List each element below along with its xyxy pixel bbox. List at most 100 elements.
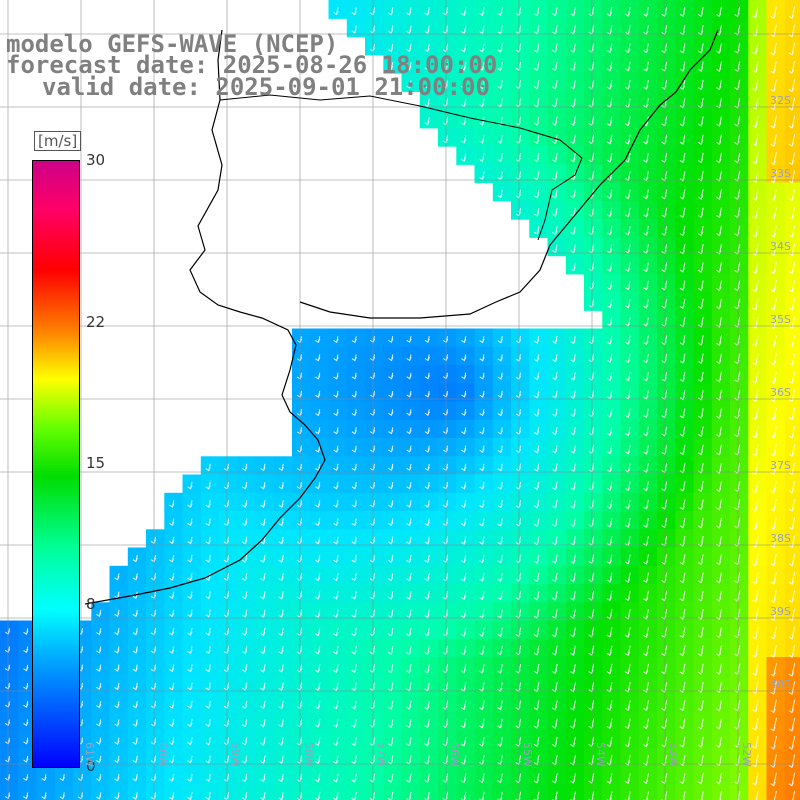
wind-arrow — [23, 737, 29, 745]
wind-arrow — [752, 736, 759, 750]
wind-speed-cell — [784, 456, 800, 476]
wind-speed-cell — [784, 675, 800, 695]
wind-arrow — [242, 591, 248, 600]
wind-arrow — [770, 644, 777, 658]
wind-arrow — [314, 591, 321, 600]
wind-arrow — [333, 354, 339, 362]
wind-arrow — [169, 627, 175, 636]
wind-arrow — [606, 61, 613, 72]
wind-arrow — [333, 409, 339, 417]
wind-speed-cell — [784, 310, 800, 330]
wind-arrow — [278, 664, 284, 673]
wind-arrow — [770, 225, 777, 238]
wind-arrow — [460, 80, 467, 89]
wind-arrow — [570, 572, 576, 583]
wind-arrow — [424, 627, 430, 637]
wind-arrow — [770, 79, 777, 93]
wind-arrow — [716, 98, 722, 109]
wind-arrow — [570, 116, 576, 127]
wind-arrow — [406, 390, 412, 398]
wind-arrow — [333, 773, 339, 783]
wind-arrow — [716, 335, 722, 346]
wind-arrow — [59, 792, 65, 800]
wind-arrow — [460, 43, 467, 53]
wind-arrow — [205, 627, 211, 636]
wind-arrow — [606, 426, 613, 436]
wind-arrow — [497, 481, 503, 490]
wind-arrow — [606, 408, 613, 418]
wind-arrow — [552, 372, 558, 381]
wind-arrow — [606, 280, 613, 291]
wind-arrow — [169, 518, 175, 527]
wind-arrow — [716, 43, 722, 54]
wind-arrow — [315, 573, 321, 582]
wind-arrow — [479, 153, 485, 162]
wind-arrow — [242, 554, 248, 563]
wind-arrow — [624, 536, 631, 547]
wind-arrow — [643, 590, 649, 602]
wind-arrow — [679, 408, 686, 419]
wind-arrow — [406, 445, 412, 453]
wind-arrow — [132, 646, 138, 654]
wind-arrow — [606, 718, 613, 730]
wind-speed-cell — [784, 36, 800, 56]
wind-arrow — [169, 737, 175, 746]
wind-arrow — [314, 645, 321, 655]
wind-arrow — [679, 225, 686, 237]
wind-arrow — [479, 645, 485, 656]
wind-arrow — [788, 553, 796, 567]
wind-arrow — [643, 718, 649, 730]
wind-arrow — [187, 737, 193, 746]
wind-arrow — [497, 372, 503, 380]
wind-arrow — [552, 43, 558, 53]
wind-arrow — [351, 409, 357, 417]
wind-arrow — [461, 445, 467, 453]
wind-arrow — [351, 791, 357, 800]
wind-arrow — [351, 7, 357, 16]
wind-arrow — [697, 98, 704, 109]
wind-arrow — [497, 572, 503, 582]
wind-arrow — [242, 609, 248, 618]
wind-arrow — [497, 80, 503, 90]
wind-arrow — [241, 773, 248, 783]
wind-arrow — [461, 518, 467, 527]
wind-arrow — [533, 572, 540, 583]
wind-arrow — [606, 754, 613, 766]
wind-arrow — [479, 80, 485, 90]
wind-arrow — [552, 335, 558, 345]
wind-arrow — [679, 791, 686, 800]
wind-arrow — [351, 25, 357, 34]
wind-arrow — [333, 536, 339, 545]
wind-arrow — [625, 444, 631, 455]
wind-arrow — [770, 115, 777, 129]
wind-arrow — [461, 427, 467, 435]
wind-arrow — [716, 481, 722, 493]
wind-speed-cell — [784, 73, 800, 92]
wind-arrow — [752, 353, 759, 366]
wind-arrow — [788, 152, 796, 166]
wind-arrow — [479, 463, 485, 472]
wind-arrow — [169, 755, 175, 764]
wind-arrow — [315, 463, 321, 472]
wind-arrow — [497, 7, 503, 17]
wind-arrow — [387, 718, 394, 729]
wind-arrow — [552, 390, 558, 399]
wind-arrow — [770, 188, 777, 202]
wind-arrow — [716, 262, 722, 273]
wind-arrow — [424, 554, 430, 564]
wind-arrow — [424, 80, 430, 89]
wind-arrow — [643, 426, 649, 437]
wind-arrow — [679, 663, 686, 675]
wind-arrow — [278, 645, 284, 655]
wind-arrow — [333, 645, 339, 655]
wind-speed-cell — [784, 584, 800, 603]
wind-arrow — [497, 134, 503, 144]
wind-arrow — [606, 609, 613, 620]
wind-arrow — [387, 25, 394, 34]
wind-arrow — [315, 500, 321, 508]
wind-arrow — [606, 79, 613, 90]
wind-arrow — [497, 554, 503, 564]
wind-arrow — [679, 700, 686, 712]
wind-arrow — [351, 627, 357, 637]
wind-arrow — [260, 609, 266, 618]
